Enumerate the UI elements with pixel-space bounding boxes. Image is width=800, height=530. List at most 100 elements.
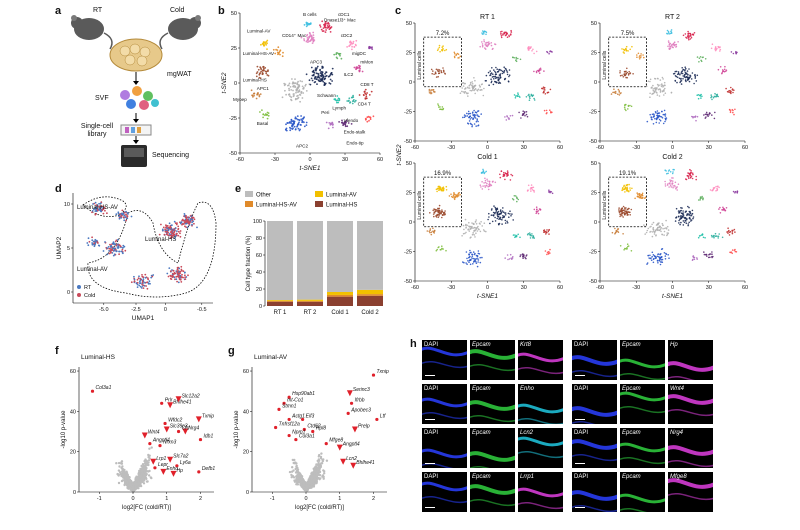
cell-point — [533, 70, 535, 73]
gene-point — [142, 466, 146, 469]
cell-point — [688, 36, 690, 38]
cell-point — [522, 113, 525, 115]
cell-point — [732, 52, 735, 55]
gene-point — [299, 476, 303, 479]
gene-point — [148, 457, 151, 460]
cell-point — [479, 89, 481, 91]
cell-point — [312, 36, 315, 39]
microscopy-tile: DAPI — [422, 340, 467, 380]
cell-point — [262, 116, 264, 119]
cell-point — [664, 185, 667, 187]
cell-point — [679, 80, 682, 82]
gene-point-highlight — [160, 401, 164, 405]
cell-point — [297, 80, 299, 83]
cell-point — [368, 94, 371, 96]
cell-point — [348, 97, 351, 100]
gene-point — [313, 483, 316, 486]
y-tick-label: 0 — [234, 81, 237, 87]
cell-point — [138, 275, 140, 278]
cell-point — [139, 280, 141, 283]
cell-point — [713, 234, 715, 237]
cell-point — [442, 47, 444, 50]
gene-point — [126, 473, 129, 477]
cell-point — [158, 233, 161, 236]
cell-point — [658, 84, 660, 86]
cell-point — [623, 249, 625, 251]
cell-point — [503, 216, 505, 218]
cell-point — [441, 187, 443, 189]
cell-point — [515, 58, 518, 60]
cell-point — [647, 254, 649, 257]
cell-point — [650, 225, 652, 228]
gene-point-highlight — [274, 425, 278, 430]
gene-point-highlight — [167, 456, 174, 463]
gene-point — [117, 461, 121, 465]
cell-point — [177, 230, 180, 233]
stain-signal — [620, 406, 665, 414]
cell-point — [468, 87, 471, 89]
cell-point — [327, 127, 330, 130]
region-outline — [87, 201, 217, 298]
cell-point — [434, 210, 437, 213]
tissue-label: mgWAT — [167, 71, 192, 78]
cell-point — [668, 186, 670, 188]
cell-point — [318, 76, 321, 79]
cell-point — [617, 228, 620, 230]
cell-point — [363, 90, 366, 93]
cell-point — [353, 66, 356, 69]
cell-point — [506, 173, 509, 175]
cell-point — [664, 183, 667, 185]
cell-point — [169, 237, 172, 239]
cold-label: Cold — [170, 7, 185, 14]
cell-point — [719, 50, 721, 52]
cell-point — [317, 76, 319, 79]
cell-point — [475, 223, 478, 225]
panel-a: a RT Cold — [55, 5, 215, 170]
cell-point — [474, 92, 476, 95]
cell-point — [487, 218, 489, 221]
cell-point — [481, 256, 483, 259]
cell-point — [97, 244, 100, 247]
cell-point — [655, 121, 658, 124]
cell-point — [530, 187, 532, 189]
cell-point — [501, 30, 503, 33]
cell-point — [508, 35, 510, 38]
cell-point — [654, 111, 657, 113]
cell-point — [546, 50, 548, 53]
cell-point — [312, 34, 315, 36]
cell-point — [522, 110, 524, 112]
cell-point — [483, 230, 486, 232]
cell-point — [342, 122, 345, 125]
gene-point — [124, 476, 127, 480]
gene-point-highlight — [150, 458, 157, 465]
scale-bar — [575, 419, 585, 420]
cell-point — [476, 230, 479, 232]
cell-point — [528, 232, 531, 234]
cell-point — [713, 117, 716, 120]
gene-label: Slc39c3 — [170, 424, 188, 430]
cell-point — [506, 115, 508, 117]
cell-point — [303, 38, 305, 40]
cell-point — [440, 212, 442, 215]
x-tick-label: Cold 2 — [361, 310, 379, 316]
cell-point — [437, 209, 439, 212]
cell-point — [353, 101, 356, 103]
cell-point — [253, 92, 255, 95]
cell-point — [680, 221, 682, 224]
cell-point — [620, 214, 622, 216]
cell-point — [113, 249, 115, 252]
gene-point — [291, 466, 294, 469]
cell-point — [663, 230, 666, 233]
cell-point — [699, 196, 702, 198]
y-tick-label: 0 — [246, 490, 249, 496]
cell-point — [176, 222, 178, 224]
cell-point — [623, 106, 626, 109]
gene-label: Stmn1 — [282, 403, 297, 409]
cell-point — [346, 100, 349, 102]
cell-point — [495, 73, 498, 76]
stain-label: DAPI — [574, 386, 589, 392]
gene-point — [311, 474, 315, 477]
cell-point — [667, 232, 670, 234]
cell-point — [113, 247, 116, 250]
